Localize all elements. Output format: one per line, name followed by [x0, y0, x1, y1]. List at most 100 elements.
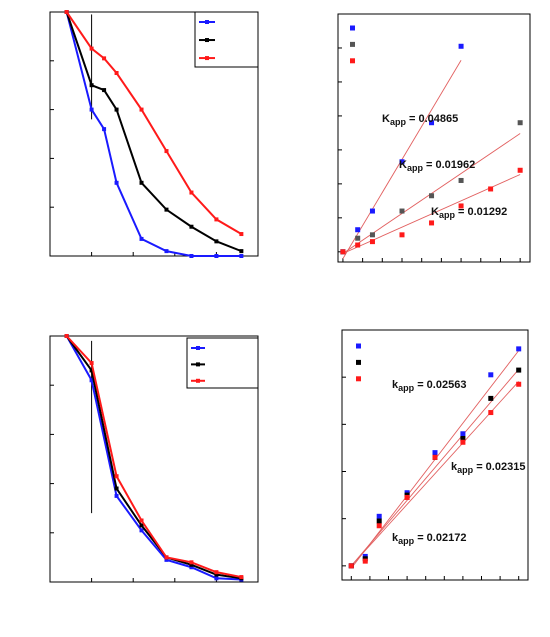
legend-swatch-marker	[196, 362, 200, 367]
data-point	[376, 513, 382, 519]
series-line	[65, 335, 242, 579]
data-point	[189, 224, 194, 229]
data-point	[102, 56, 107, 61]
legend-swatch-marker	[205, 38, 209, 43]
data-point	[488, 410, 494, 416]
data-point	[429, 193, 435, 199]
data-point	[89, 368, 94, 373]
data-point	[189, 562, 194, 567]
panel-a	[49, 10, 259, 258]
data-point	[89, 46, 94, 51]
data-point	[189, 560, 194, 565]
data-point	[114, 107, 119, 112]
plot-frame	[49, 11, 259, 257]
data-point	[432, 450, 438, 456]
data-point	[517, 167, 523, 173]
kapp-label: Kapp = 0.01292	[431, 206, 507, 220]
data-point	[89, 83, 94, 88]
data-point	[355, 227, 361, 233]
data-point	[89, 361, 94, 366]
data-point	[164, 557, 169, 562]
data-point	[239, 249, 244, 254]
series-15mg-l	[348, 381, 522, 569]
data-point	[369, 232, 375, 238]
data-point	[214, 217, 219, 222]
data-point	[239, 575, 244, 580]
data-point	[460, 435, 466, 441]
data-point	[139, 523, 144, 528]
data-point	[399, 208, 405, 214]
data-point	[348, 563, 354, 569]
data-point	[214, 570, 219, 575]
legend-swatch-marker	[350, 41, 355, 47]
plot-frame	[341, 329, 529, 581]
data-point	[114, 474, 119, 479]
data-point	[89, 378, 94, 383]
legend-swatch-marker	[356, 376, 361, 382]
data-point	[139, 180, 144, 185]
data-point	[114, 180, 119, 185]
legend-swatch-marker	[205, 20, 209, 24]
data-point	[164, 207, 169, 212]
data-point	[516, 346, 522, 352]
data-point	[369, 208, 375, 214]
plot-frame	[337, 13, 531, 263]
data-point	[488, 372, 494, 378]
data-point	[399, 159, 405, 165]
panel-c	[49, 334, 259, 583]
legend-swatch-marker	[205, 56, 209, 61]
data-point	[139, 236, 144, 241]
data-point	[189, 565, 194, 570]
data-point	[164, 555, 169, 560]
series-60mg-l	[340, 167, 523, 255]
data-point	[239, 232, 244, 237]
data-point	[362, 558, 368, 564]
data-point	[458, 177, 464, 183]
data-point	[516, 381, 522, 387]
panel-b: Kapp = 0.04865 Kapp = 0.01962 Kapp = 0.012…	[337, 13, 531, 263]
data-point	[164, 149, 169, 154]
data-point	[429, 120, 435, 126]
data-point	[189, 254, 194, 258]
series-45mg-l	[340, 120, 523, 255]
data-point	[488, 395, 494, 401]
data-point	[355, 242, 361, 248]
data-point	[102, 127, 107, 132]
legend-swatch-marker	[350, 25, 355, 31]
series-15mg-l	[64, 334, 244, 580]
legend-swatch-marker	[196, 346, 200, 350]
data-point	[64, 334, 69, 338]
data-point	[516, 367, 522, 373]
data-point	[460, 431, 466, 437]
data-point	[340, 249, 346, 255]
panel-d: kapp = 0.02563 kapp = 0.02315 kapp = 0.021…	[341, 329, 529, 581]
data-point	[399, 232, 405, 238]
data-point	[214, 239, 219, 244]
legend-swatch-marker	[356, 343, 361, 349]
legend-swatch-marker	[356, 359, 361, 365]
data-point	[214, 572, 219, 577]
legend-swatch-marker	[196, 378, 200, 383]
data-point	[355, 235, 361, 241]
data-point	[376, 518, 382, 524]
kapp-label: kapp = 0.02172	[392, 532, 466, 546]
data-point	[114, 493, 119, 498]
kapp-label: kapp = 0.02315	[451, 461, 525, 475]
kapp-label: kapp = 0.02563	[392, 379, 466, 393]
data-point	[102, 88, 107, 93]
kapp-label: Kapp = 0.04865	[382, 113, 458, 127]
data-point	[114, 71, 119, 75]
data-point	[214, 254, 219, 258]
data-point	[460, 439, 466, 445]
data-point	[164, 249, 169, 254]
data-point	[214, 576, 219, 581]
plot-frame	[49, 335, 259, 583]
data-point	[458, 203, 464, 209]
kapp-label: Kapp = 0.01962	[399, 159, 475, 173]
data-point	[429, 220, 435, 226]
series-30mg-l	[340, 43, 464, 255]
legend-swatch-marker	[350, 58, 355, 64]
data-point	[369, 239, 375, 245]
data-point	[458, 43, 464, 49]
